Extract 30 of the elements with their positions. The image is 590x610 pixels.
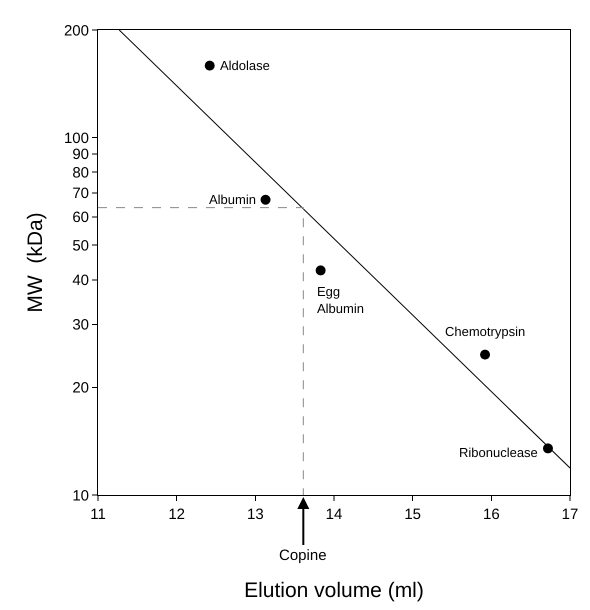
y-axis-title: MW (kDa) xyxy=(24,212,48,313)
y-tick-label: 20 xyxy=(72,380,89,397)
x-tick-label: 14 xyxy=(326,506,342,523)
x-tick-label: 15 xyxy=(404,506,422,523)
y-tick-label: 60 xyxy=(72,209,89,226)
annotation: Egg Albumin xyxy=(317,284,364,316)
annotation: Albumin xyxy=(209,192,256,207)
annotation: Chemotrypsin xyxy=(445,324,526,339)
y-tick-label: 30 xyxy=(72,316,89,334)
x-tick-label: 17 xyxy=(562,506,578,523)
y-tick-label: 100 xyxy=(64,130,89,147)
y-tick-label: 80 xyxy=(72,164,89,182)
x-tick-label: 13 xyxy=(246,506,264,523)
point xyxy=(316,265,326,276)
x-tick-label: 16 xyxy=(482,506,500,523)
annotation: Ribonuclease xyxy=(459,445,538,460)
point xyxy=(480,350,490,360)
point xyxy=(260,194,271,205)
y-tick-label: 90 xyxy=(72,146,89,164)
y-tick-label: 10 xyxy=(72,487,89,504)
point xyxy=(204,60,215,71)
x-tick-label: 12 xyxy=(168,506,186,523)
annotation: Copine xyxy=(279,547,327,564)
y-tick-label: 70 xyxy=(72,185,89,202)
annotation: Aldolase xyxy=(220,58,270,73)
y-tick-label: 50 xyxy=(72,237,89,254)
x-tick-label: 11 xyxy=(90,506,106,523)
x-axis-title: Elution volume (ml) xyxy=(244,579,424,602)
y-tick-label: 200 xyxy=(64,22,89,40)
y-tick-label: 40 xyxy=(72,272,89,290)
